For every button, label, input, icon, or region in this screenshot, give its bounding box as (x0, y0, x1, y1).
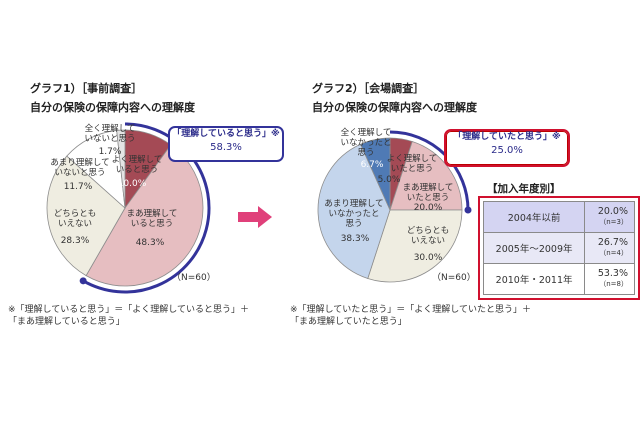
year-table-n-text: （n=3） (599, 218, 628, 226)
chart1-value-amari: 11.7% (63, 182, 93, 192)
year-table-cell-value: 53.3% （n=8） (584, 263, 635, 295)
right-arrow-icon (238, 206, 272, 228)
chart2-callout: 「理解していたと思う」※ 25.0% (444, 129, 570, 167)
year-table-cell-value: 26.7% （n=4） (584, 232, 635, 264)
pie-slice (116, 129, 126, 209)
chart2-value-maa: 20.0% (413, 203, 443, 213)
pie-slice (46, 155, 126, 277)
chart1-label-amari: あまり理解して いないと思う (50, 158, 110, 178)
chart1-callout-head: 「理解していると思う」※ (172, 129, 280, 139)
chart2-title-line2: 自分の保険の保障内容への理解度 (312, 101, 477, 114)
year-table-row: 2004年以前 20.0% （n=3） (482, 201, 635, 233)
year-table-value-text: 26.7% (597, 237, 628, 248)
year-table-cell-name: 2010年・2011年 (482, 263, 586, 295)
chart1-callout-value: 58.3% (210, 142, 242, 153)
chart1-n-label: （N=60） (172, 273, 216, 283)
pie-slice (317, 143, 391, 279)
year-table-row: 2010年・2011年 53.3% （n=8） (482, 263, 635, 295)
chart2-callout-value: 25.0% (491, 145, 523, 156)
year-table: 2004年以前 20.0% （n=3） 2005年～2009年 26.7% （n=4… (482, 201, 635, 295)
chart1-note-line2: 「まあ理解していると思う」 (8, 317, 125, 327)
year-table-value-text: 20.0% (597, 206, 628, 217)
year-table-n-text: （n=8） (599, 280, 628, 288)
pie-slice (85, 144, 204, 287)
year-table-title: 【加入年度別】 (487, 183, 561, 195)
chart1-note-line1: ※「理解していると思う」＝「よく理解していると思う」＋ (8, 305, 250, 315)
chart2-label-dochira: どちらとも いえない (406, 226, 450, 246)
chart2-n-label: （N=60） (432, 273, 476, 283)
chart1-label-dochira: どちらとも いえない (53, 209, 97, 229)
chart2-note-line1: ※「理解していたと思う」＝「よく理解していたと思う」＋ (290, 305, 532, 315)
chart2-value-zenku: 6.7% (360, 160, 384, 170)
year-table-row: 2005年～2009年 26.7% （n=4） (482, 232, 635, 264)
pie-slice (389, 141, 463, 211)
chart2-arc-end-dot (464, 206, 472, 214)
chart1-value-yoku: 10.0% (117, 179, 147, 189)
chart1-label-yoku: よく理解して いると思う (111, 155, 163, 175)
year-table-cell-name: 2005年～2009年 (482, 232, 586, 264)
chart2-callout-head: 「理解していたと思う」※ (453, 132, 561, 142)
chart1-title-line2: 自分の保険の保障内容への理解度 (30, 101, 195, 114)
chart1-value-maa: 48.3% (135, 238, 165, 248)
pie-slice (367, 209, 463, 283)
year-table-n-text: （n=4） (599, 249, 628, 257)
chart2-value-amari: 38.3% (340, 234, 370, 244)
chart2-label-yoku: よく理解して いたと思う (386, 154, 438, 174)
year-table-cell-name: 2004年以前 (482, 201, 586, 233)
chart2-label-amari: あまり理解して いなかったと 思う (324, 199, 384, 229)
chart1-arc-end-dot (79, 277, 87, 285)
year-table-frame: 2004年以前 20.0% （n=3） 2005年～2009年 26.7% （n=4… (478, 196, 640, 300)
chart2-title-line1: グラフ2）［会場調査］ (312, 82, 425, 95)
chart2-label-zenku: 全く理解して いなかったと 思う (340, 128, 392, 158)
chart2-label-maa: まあ理解して いたと思う (402, 183, 454, 203)
chart1-label-maa: まあ理解して いると思う (126, 209, 178, 229)
chart2-value-dochira: 30.0% (413, 253, 443, 263)
chart1-value-zenku: 1.7% (98, 147, 122, 157)
chart1-title-line1: グラフ1）［事前調査］ (30, 82, 143, 95)
pie-slice (360, 137, 391, 211)
chart1-callout: 「理解していると思う」※ 58.3% (168, 126, 284, 162)
chart1-value-dochira: 28.3% (60, 236, 90, 246)
chart1-label-zenku: 全く理解して いないと思う (84, 124, 136, 144)
year-table-value-text: 53.3% (597, 268, 628, 279)
year-table-cell-value: 20.0% （n=3） (584, 201, 635, 233)
chart2-note-line2: 「まあ理解していたと思う」 (290, 317, 407, 327)
chart2-value-yoku: 5.0% (377, 175, 401, 185)
